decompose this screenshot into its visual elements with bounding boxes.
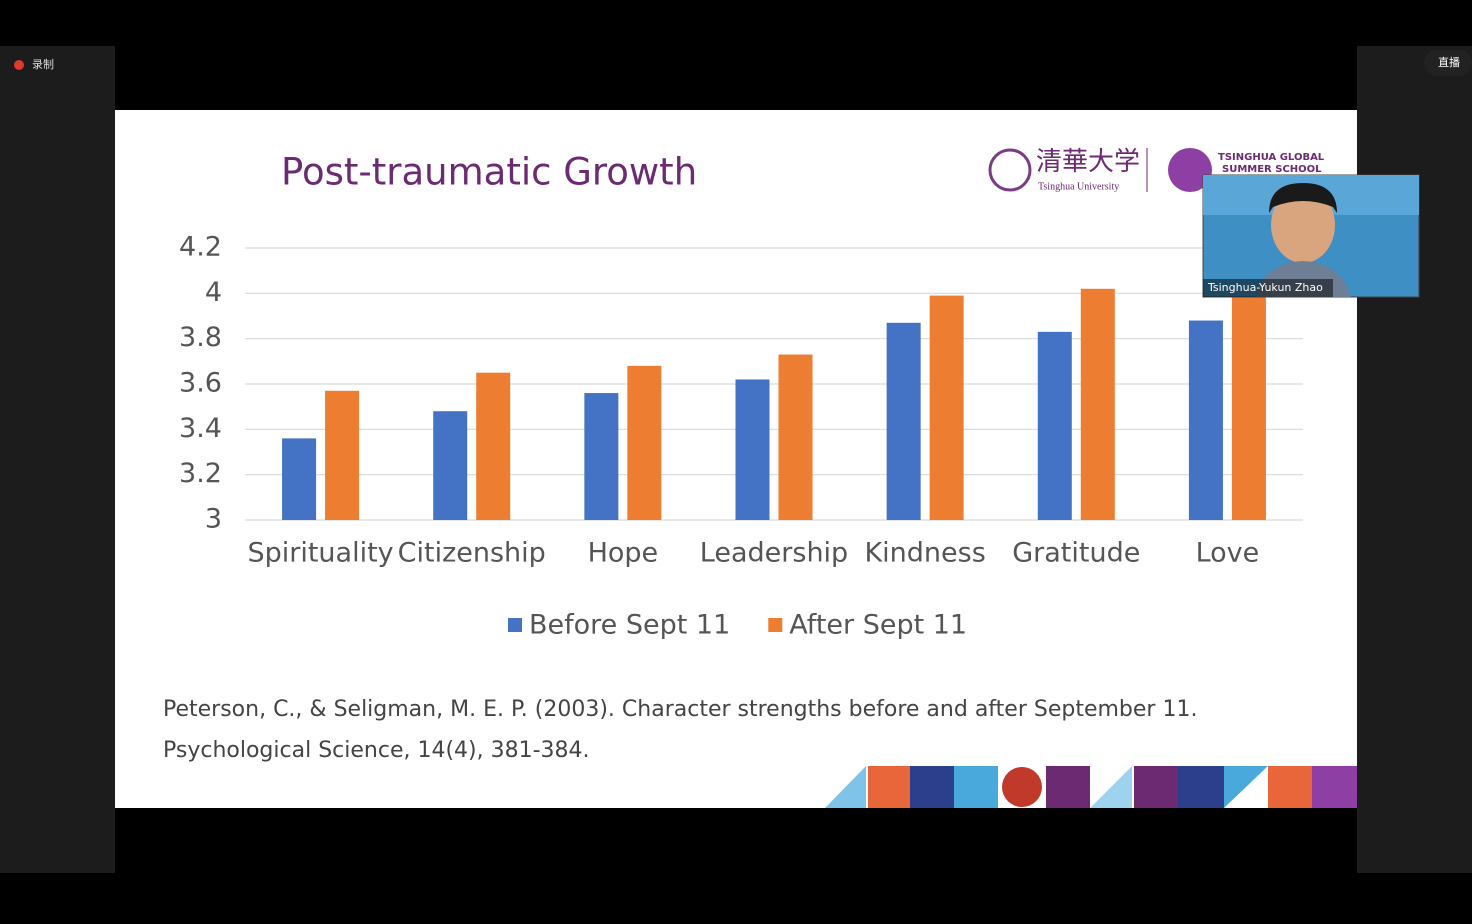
record-label[interactable]: 录制 [32,58,54,71]
bar [627,365,662,520]
logo-mark [1168,148,1212,192]
bar [433,411,468,520]
logo-emblem [988,148,1032,192]
bar [584,393,619,520]
live-label[interactable]: 直播 [1438,55,1460,69]
y-tick-label: 4 [205,277,222,308]
bar [929,295,964,520]
speaker-face [1271,187,1335,263]
legend-label: After Sept 11 [789,610,967,641]
y-tick-label: 3.4 [179,413,222,444]
bar [1037,331,1072,520]
record-icon [14,60,24,70]
bar [778,354,813,520]
citation: Peterson, C., & Seligman, M. E. P. (2003… [163,697,1197,722]
bar [476,372,511,520]
bar [886,322,921,520]
name-tag [1203,279,1333,297]
y-tick-label: 3.6 [179,368,222,399]
live-button[interactable] [1424,50,1472,76]
logo-en: Tsinghua University [1038,181,1119,192]
y-tick-label: 3 [205,504,222,535]
x-tick-label: Spirituality [247,538,393,569]
school-logo: TSINGHUA GLOBAL [1218,152,1325,163]
x-tick-label: Kindness [864,538,985,569]
bar [1080,288,1115,520]
chart: 3 3.2 3.4 3.6 3.8 4 4.2 Spirituality Citizenship… [179,232,1303,641]
x-tick-label: Leadership [700,538,848,569]
school-logo: SUMMER SCHOOL [1222,164,1322,175]
x-tick-label: Citizenship [398,538,546,569]
bar [282,438,317,520]
legend-label: Before Sept 11 [529,610,730,641]
speaker-name: Tsinghua-Yukun Zhao [1207,281,1323,294]
x-tick-label: Hope [588,538,659,569]
chart-title: Post-traumatic Growth [281,151,697,194]
decoration [825,766,1357,808]
speaker-hair [1269,183,1337,213]
y-tick-label: 3.8 [179,322,222,353]
legend-swatch [768,618,783,632]
x-tick-label: Love [1196,538,1260,569]
bar [735,379,770,520]
y-tick-label: 4.2 [179,232,222,263]
bar [1231,282,1266,520]
side-panel [1357,46,1472,873]
citation: Psychological Science, 14(4), 381-384. [163,738,590,763]
y-tick-label: 3.2 [179,458,222,489]
legend-swatch [508,618,522,632]
bar [325,390,360,520]
side-panel [0,46,115,873]
x-tick-label: Gratitude [1012,538,1140,569]
bar [1188,320,1223,520]
logo-cn: 清華大学 [1036,147,1140,176]
